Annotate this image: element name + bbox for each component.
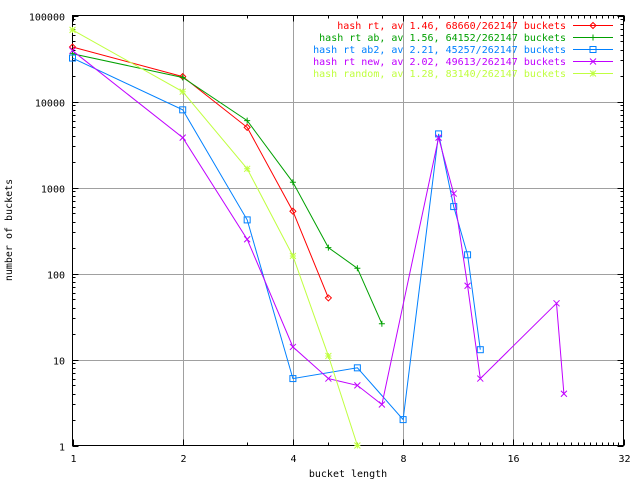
series-group <box>68 26 568 449</box>
legend-marker <box>589 21 597 30</box>
data-point <box>354 442 361 449</box>
legend-marker <box>589 70 597 77</box>
data-point <box>450 190 458 197</box>
y-tick-label: 10 <box>53 357 65 368</box>
data-point <box>243 216 251 224</box>
x-tick-label: 32 <box>618 454 630 465</box>
data-point <box>69 50 76 57</box>
data-point <box>353 364 361 372</box>
data-point <box>354 382 361 389</box>
series-5 <box>69 26 361 449</box>
legend-marker <box>590 34 596 41</box>
axis-ticks: 1 2 4 8 16 32 1 10 100 1000 10000 100000 <box>29 13 631 466</box>
legend-label: hash random, av 1.28, 83140/262147 bucke… <box>313 69 566 80</box>
data-point <box>243 123 251 132</box>
series-3 <box>69 54 484 424</box>
data-point <box>69 26 76 34</box>
legend-label: hash rt, av 1.46, 68660/262147 buckets <box>337 21 566 32</box>
data-point <box>435 134 442 141</box>
data-point <box>324 294 333 302</box>
data-point <box>560 390 568 398</box>
data-point <box>354 265 361 272</box>
data-point <box>325 375 332 382</box>
legend-marker <box>589 58 597 65</box>
series-line <box>72 29 358 446</box>
series-1 <box>68 43 333 302</box>
series-line <box>72 57 481 421</box>
data-point <box>325 244 332 251</box>
legend-label: hash rt new, av 2.02, 49613/262147 bucke… <box>313 57 566 68</box>
y-axis-label: number of buckets <box>4 179 15 281</box>
data-point <box>325 352 332 360</box>
legend-label: hash rt ab2, av 2.21, 45257/262147 bucke… <box>313 45 566 56</box>
data-point <box>243 165 251 173</box>
data-point <box>244 117 251 124</box>
data-point <box>435 130 443 138</box>
y-tick-label: 1 <box>59 443 65 454</box>
data-point <box>476 375 484 382</box>
data-point <box>179 74 186 81</box>
data-point <box>289 343 297 351</box>
y-tick-label: 100 <box>47 271 65 282</box>
series-line <box>72 50 565 406</box>
data-point <box>179 88 187 96</box>
x-tick-label: 2 <box>180 454 186 465</box>
data-point <box>179 134 187 141</box>
data-point <box>289 179 296 186</box>
data-point <box>476 346 484 354</box>
data-point <box>553 299 560 307</box>
series-line <box>72 46 329 299</box>
x-tick-label: 8 <box>400 454 406 465</box>
legend-label: hash rt ab, av 1.56, 64152/262147 bucket… <box>319 33 566 44</box>
data-point <box>464 251 472 259</box>
data-point <box>450 203 458 211</box>
x-tick-label: 4 <box>290 454 296 465</box>
y-tick-label: 1000 <box>41 185 65 196</box>
grid <box>72 15 624 446</box>
series-2 <box>69 50 385 327</box>
plot-frame <box>72 15 624 446</box>
data-point <box>69 47 76 55</box>
legend: hash rt, av 1.46, 68660/262147 bucketsha… <box>313 21 613 80</box>
x-tick-label: 16 <box>507 454 519 465</box>
y-tick-label: 100000 <box>29 13 65 24</box>
data-point <box>378 401 386 408</box>
data-point <box>243 235 251 243</box>
data-point <box>464 282 471 290</box>
data-point <box>289 207 297 215</box>
data-point <box>378 320 385 327</box>
data-point <box>289 375 297 383</box>
data-point <box>179 106 187 114</box>
x-axis-label: bucket length <box>309 469 387 480</box>
data-point <box>399 416 407 424</box>
x-tick-label: 1 <box>70 454 76 465</box>
series-4 <box>69 47 568 408</box>
y-tick-label: 10000 <box>35 99 65 110</box>
legend-marker <box>589 46 597 53</box>
data-point <box>69 54 76 62</box>
data-point <box>289 252 297 260</box>
